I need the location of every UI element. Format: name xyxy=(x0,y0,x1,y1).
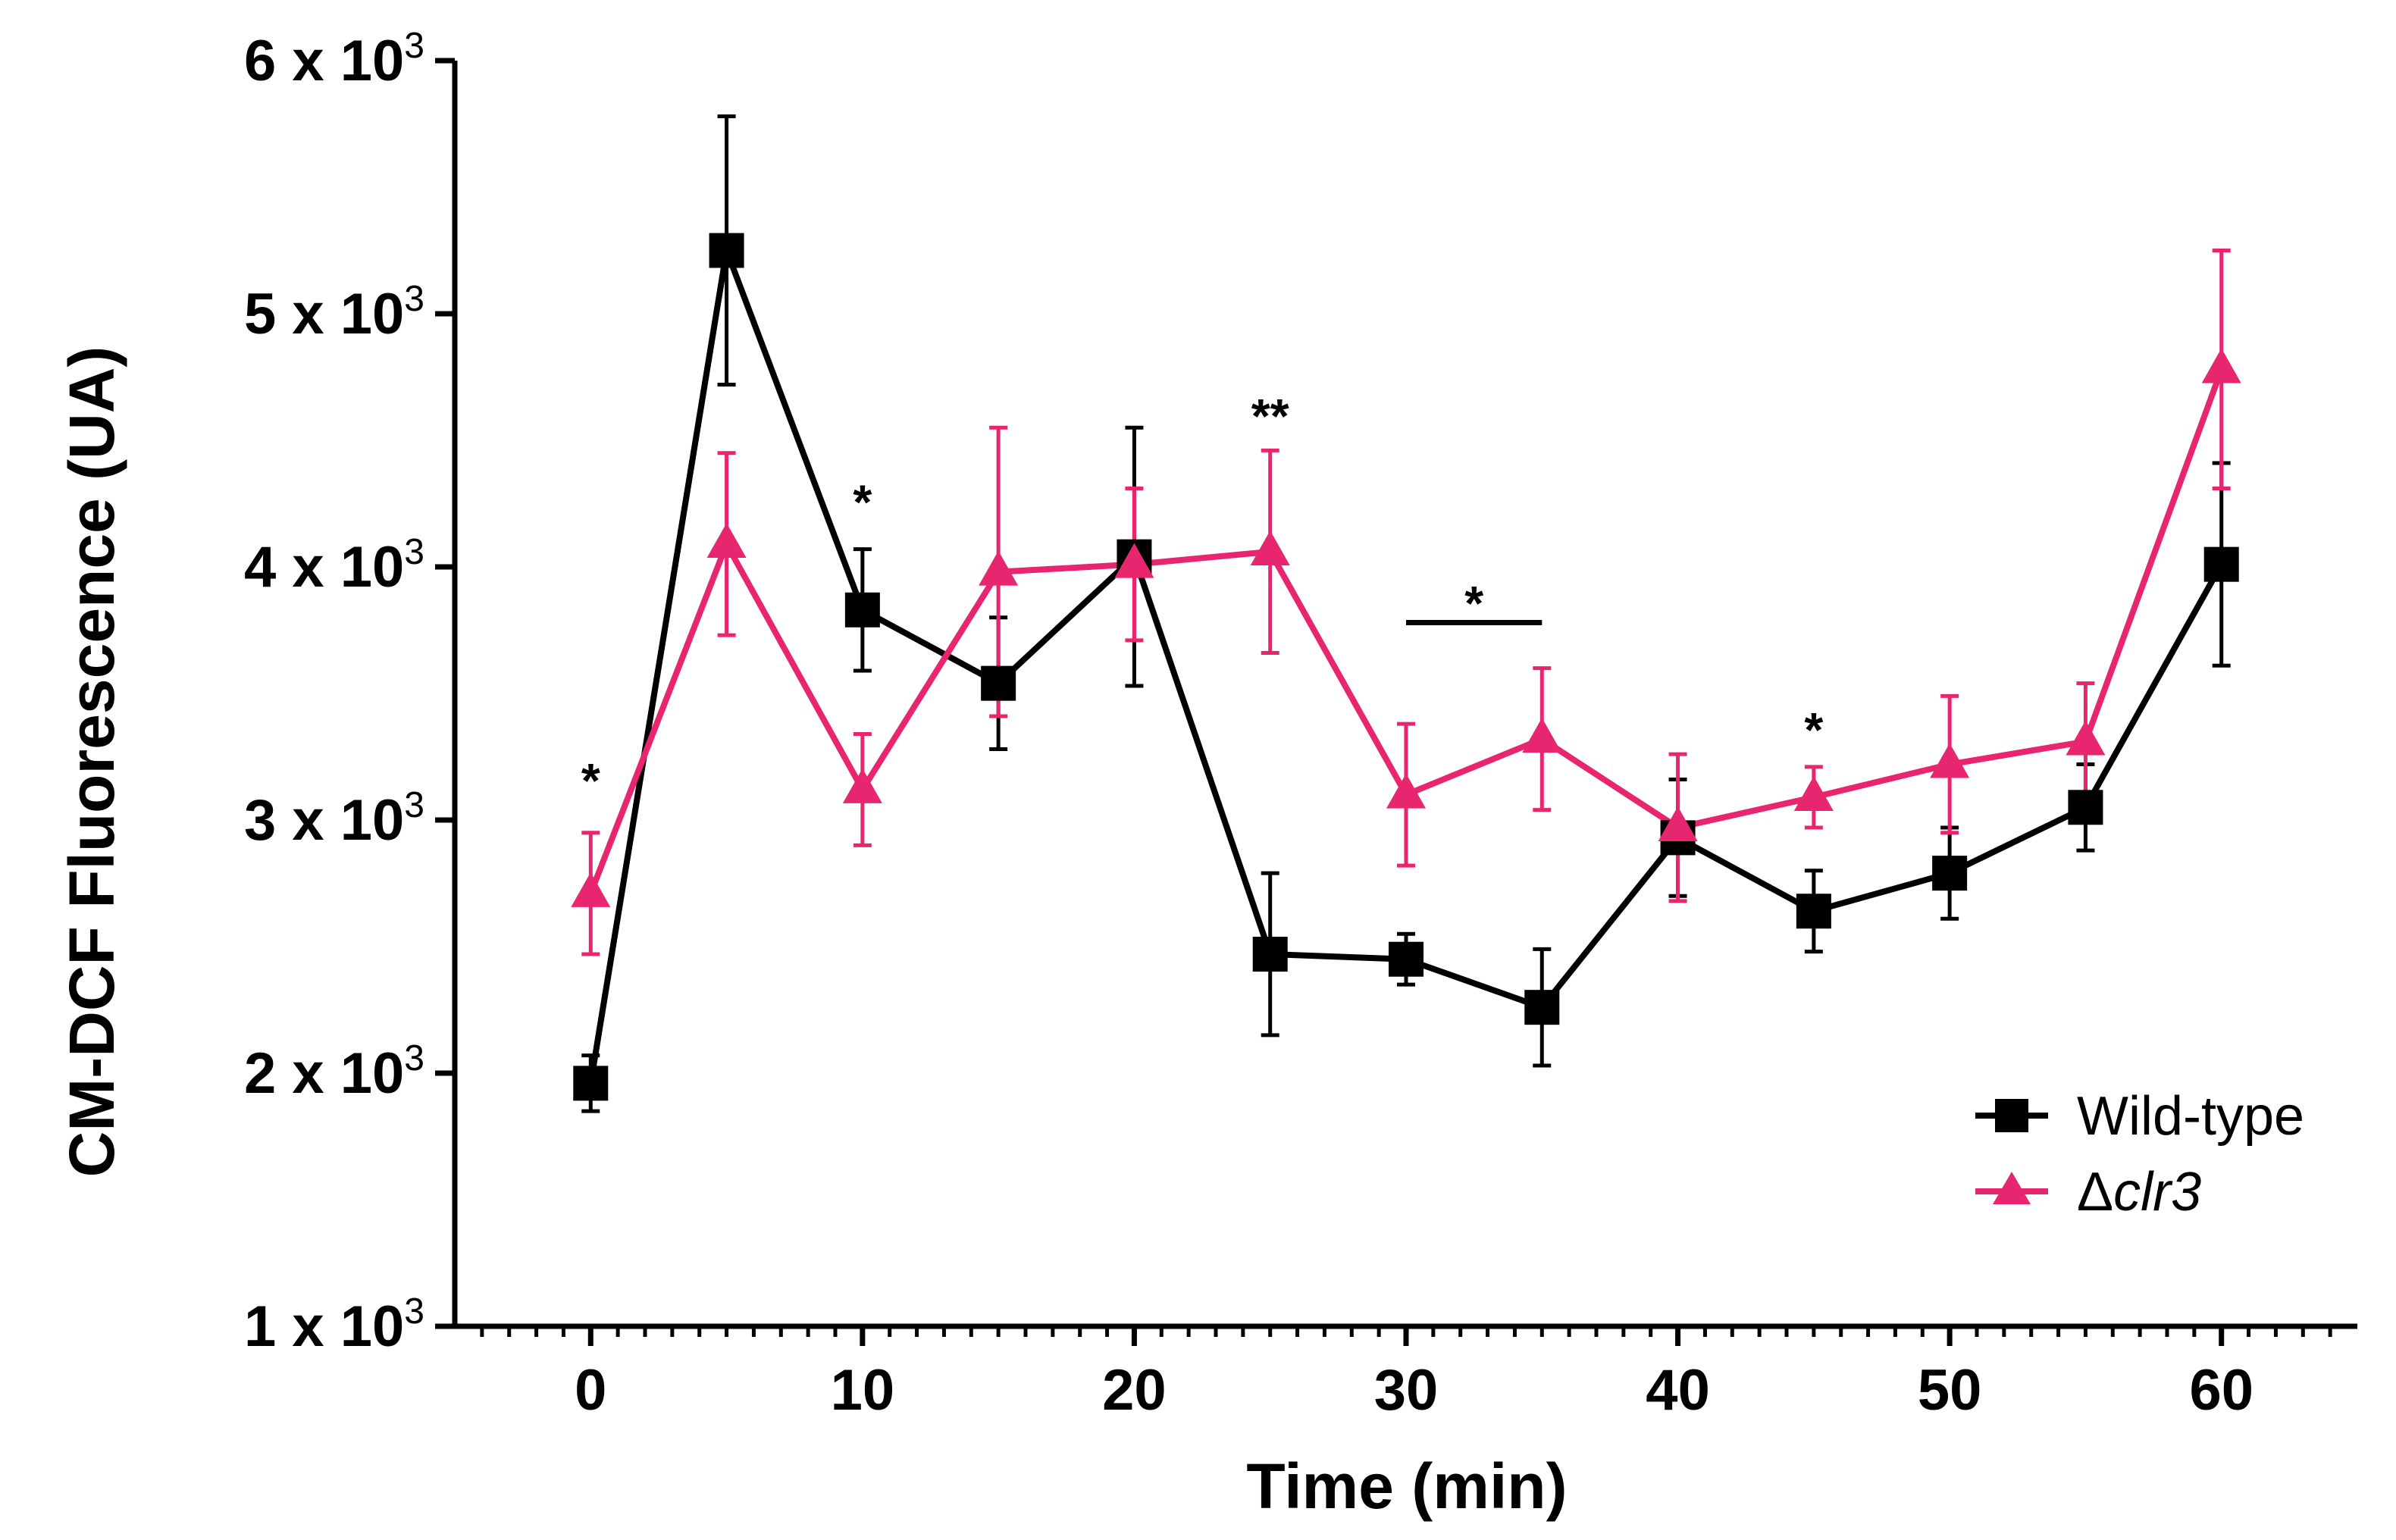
data-point-dclr3 xyxy=(1386,773,1426,809)
data-point-dclr3 xyxy=(706,522,747,558)
x-axis-title: Time (min) xyxy=(1246,1451,1567,1522)
axes-layer: 1 x 103 2 x 103 3 x 103 4 x 103 5 x 103 6 x 1… xyxy=(244,26,2357,1423)
legend-item-wild-type: Wild-type xyxy=(1975,1086,2304,1147)
y-tick-label: 2 x 103 xyxy=(244,1038,424,1106)
data-point-wild-type xyxy=(844,592,880,628)
significance-marker: * xyxy=(853,474,872,529)
annotations-layer: ****** xyxy=(581,389,1824,808)
y-tick-label: 4 x 103 xyxy=(244,532,424,599)
data-point-dclr3 xyxy=(571,872,611,907)
data-point-dclr3 xyxy=(1250,530,1290,565)
data-point-dclr3 xyxy=(2201,348,2241,383)
data-point-dclr3 xyxy=(1793,775,1834,811)
x-tick-label: 10 xyxy=(831,1358,895,1423)
y-tick-label: 6 x 103 xyxy=(244,26,424,93)
data-point-dclr3 xyxy=(979,550,1019,586)
legend: Wild-type Δclr3 xyxy=(1975,1086,2304,1222)
data-point-wild-type xyxy=(1796,894,1831,929)
legend-triangle-marker xyxy=(1993,1172,2031,1204)
y-axis-title: CM-DCF Fluorescence (UA) xyxy=(56,346,127,1178)
data-point-dclr3 xyxy=(1114,543,1154,578)
legend-square-marker xyxy=(1995,1099,2028,1132)
data-point-dclr3 xyxy=(2066,720,2106,756)
x-tick-label: 0 xyxy=(575,1358,606,1423)
legend-label-wild-type: Wild-type xyxy=(2077,1086,2304,1147)
significance-marker: ** xyxy=(1251,389,1289,443)
data-point-wild-type xyxy=(1524,990,1560,1025)
y-tick-label: 5 x 103 xyxy=(244,279,424,346)
y-tick-label: 3 x 103 xyxy=(244,785,424,853)
significance-marker: * xyxy=(581,753,600,808)
x-tick-label: 60 xyxy=(2189,1358,2253,1423)
legend-item-dclr3: Δclr3 xyxy=(1975,1162,2201,1222)
x-tick-label: 20 xyxy=(1102,1358,1167,1423)
data-point-wild-type xyxy=(573,1066,609,1101)
data-point-wild-type xyxy=(709,233,744,268)
data-point-wild-type xyxy=(1389,941,1424,977)
data-point-dclr3 xyxy=(1930,743,1970,778)
data-point-wild-type xyxy=(1252,937,1288,972)
data-point-dclr3 xyxy=(1522,718,1562,753)
x-tick-label: 50 xyxy=(1918,1358,1982,1423)
data-point-wild-type xyxy=(2068,790,2103,825)
data-point-dclr3 xyxy=(1658,806,1698,842)
markers-layer xyxy=(571,233,2241,1101)
x-tick-label: 40 xyxy=(1646,1358,1710,1423)
legend-label-dclr3: Δclr3 xyxy=(2077,1162,2201,1222)
significance-marker: * xyxy=(1804,703,1823,757)
data-point-wild-type xyxy=(2203,546,2239,582)
y-tick-label: 1 x 103 xyxy=(244,1291,424,1359)
x-tick-label: 30 xyxy=(1374,1358,1439,1423)
data-point-wild-type xyxy=(981,665,1016,701)
data-point-dclr3 xyxy=(842,768,882,803)
data-point-wild-type xyxy=(1932,856,1968,891)
